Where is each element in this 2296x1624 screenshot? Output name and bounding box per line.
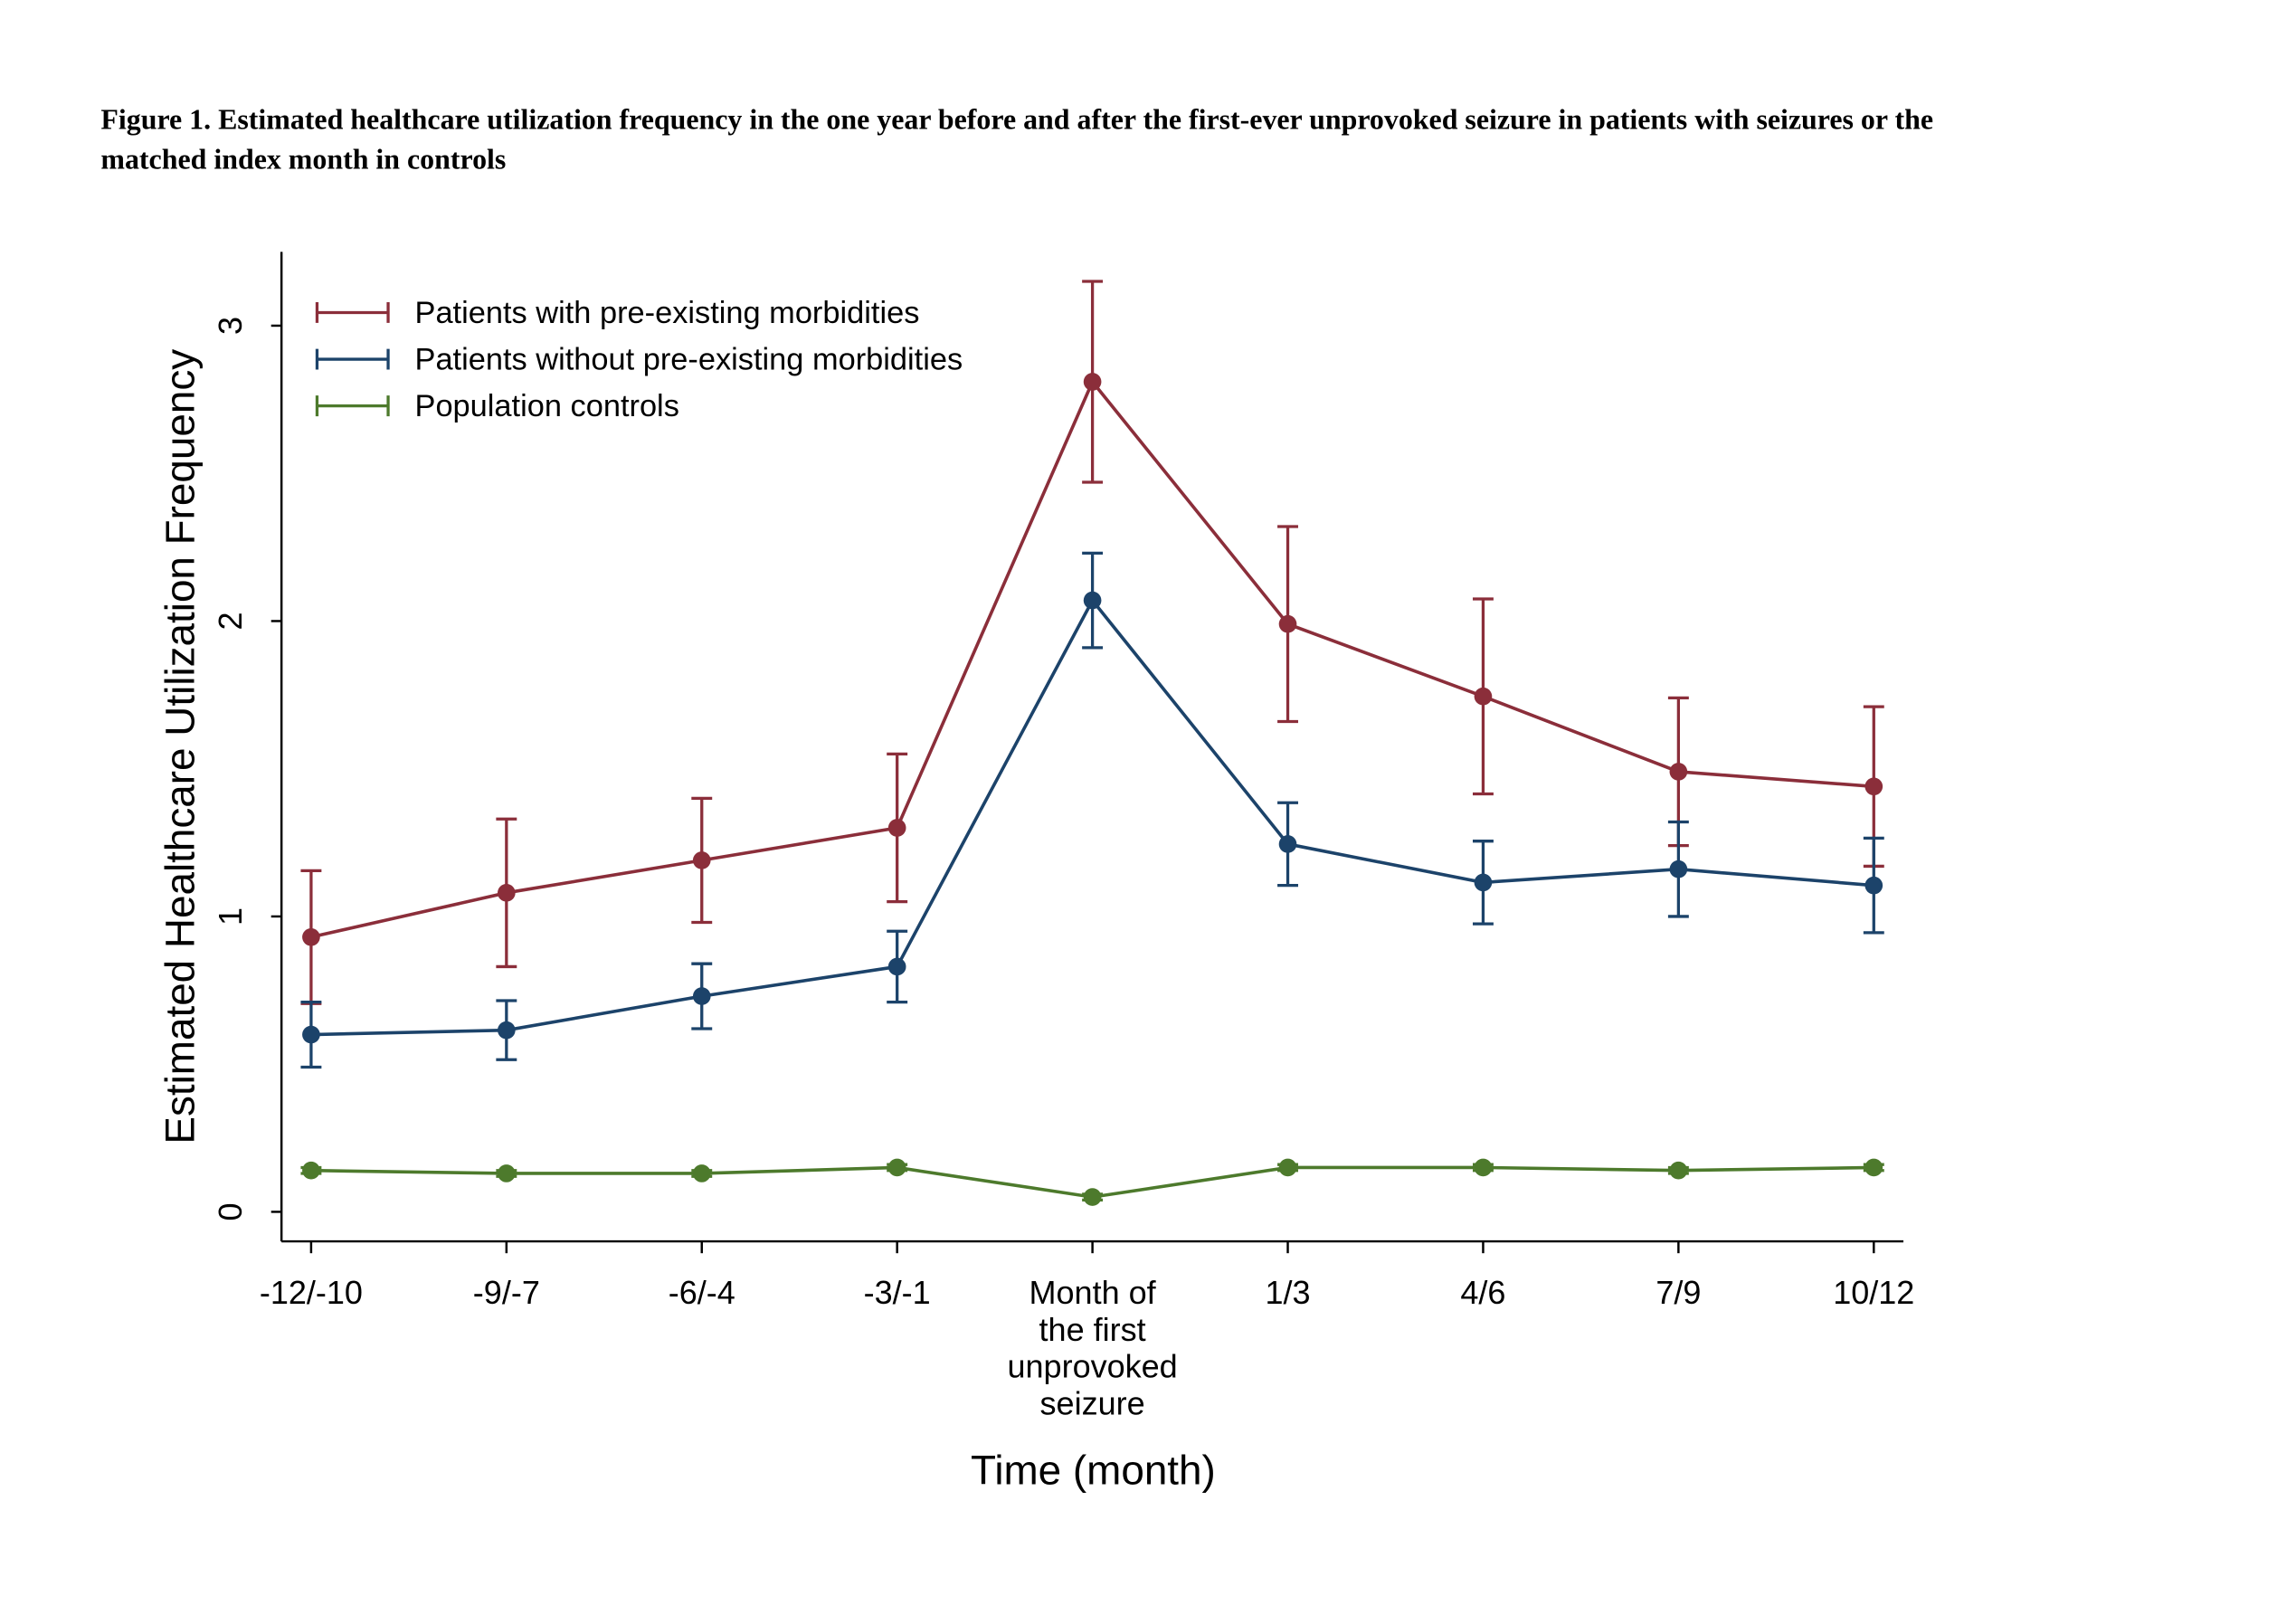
data-point <box>692 987 711 1005</box>
x-tick-label: -3/-1 <box>864 1274 931 1311</box>
x-tick-label: 7/9 <box>1656 1274 1701 1311</box>
data-point <box>1278 835 1297 853</box>
data-point <box>887 957 906 976</box>
data-point <box>887 819 906 837</box>
series-line <box>310 597 1874 1037</box>
chart-title: Figure 1. Estimated healthcare utilizati… <box>100 103 1933 175</box>
data-point <box>1864 777 1883 796</box>
legend-swatch <box>315 348 390 370</box>
data-point <box>498 883 516 902</box>
data-point <box>302 927 320 946</box>
data-point <box>887 1158 906 1177</box>
x-tick-label: 10/12 <box>1833 1274 1914 1311</box>
y-tick-label: 0 <box>212 1202 249 1220</box>
data-point <box>1669 763 1688 781</box>
legend-swatch <box>315 395 390 417</box>
x-tick-label: Month of the first unprovoked seizure <box>1007 1274 1177 1422</box>
data-point <box>498 1021 516 1040</box>
data-point <box>692 1164 711 1182</box>
data-point <box>1474 873 1493 892</box>
y-tick-label: 1 <box>212 907 249 926</box>
data-point <box>1083 591 1102 610</box>
x-tick-label: -6/-4 <box>669 1274 735 1311</box>
data-point <box>1083 373 1102 391</box>
data-point <box>1474 1158 1493 1177</box>
x-tick-label: -9/-7 <box>473 1274 540 1311</box>
data-point <box>302 1161 320 1180</box>
data-point <box>1474 687 1493 706</box>
data-point <box>692 851 711 869</box>
x-tick-label: 1/3 <box>1265 1274 1310 1311</box>
legend-label: Patients without pre-existing morbiditie… <box>415 343 963 377</box>
data-point <box>1278 1158 1297 1177</box>
legend-label: Patients with pre-existing morbidities <box>415 296 920 330</box>
y-tick-label: 2 <box>212 612 249 630</box>
y-tick-label: 3 <box>212 317 249 335</box>
data-point <box>1864 876 1883 895</box>
y-axis-label: Estimated Healthcare Utilization Frequen… <box>157 349 204 1144</box>
legend-swatch <box>315 302 390 323</box>
data-point <box>1669 859 1688 878</box>
x-tick-label: 4/6 <box>1460 1274 1505 1311</box>
legend-label: Population controls <box>415 389 679 423</box>
data-point <box>498 1164 516 1182</box>
data-point <box>1278 614 1297 633</box>
x-axis-label: Time (month) <box>971 1448 1216 1494</box>
data-point <box>1083 1188 1102 1206</box>
data-point <box>1864 1158 1883 1177</box>
x-tick-label: -12/-10 <box>260 1274 363 1311</box>
data-point <box>1669 1161 1688 1180</box>
data-point <box>302 1025 320 1044</box>
